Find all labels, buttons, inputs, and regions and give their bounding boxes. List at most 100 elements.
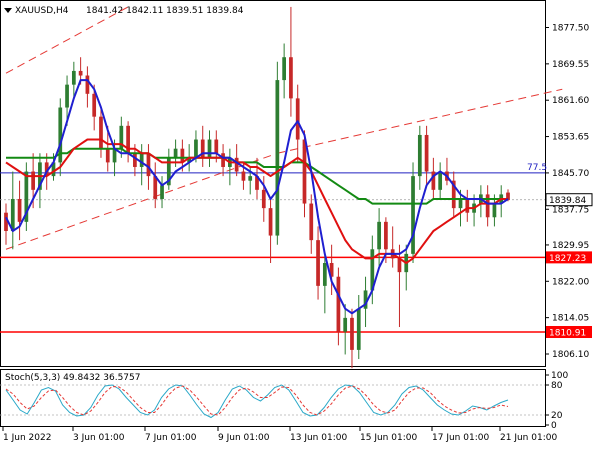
price-tick-label: 1822.00 [552,277,589,287]
channel-lower-line [5,152,278,250]
candle-body [275,80,280,236]
candle-body [397,258,402,273]
candle-body [166,157,171,186]
candle-body [377,221,381,250]
candle-body [485,194,490,218]
candle-body [133,153,137,167]
candle-body [417,134,422,177]
candle-body [322,263,327,286]
level-tag-1-box [546,251,592,264]
candle-body [58,107,63,163]
candle-body [465,198,470,213]
candle-body [492,203,497,218]
stoch-signal-line [5,385,509,416]
symbol-label: XAUUSD,H4 [15,6,69,16]
candle-body [71,70,76,85]
candle-body [112,148,117,163]
last-price-tag-box [545,193,593,207]
price-tick-label: 1837.75 [552,205,589,215]
candle-body [105,148,110,163]
candle-body [241,171,246,181]
level-tag-2-label: 1810.91 [549,329,586,339]
candle-body [431,171,436,190]
price-tick-label: 1853.65 [552,133,589,143]
level-tag-1-label: 1827.23 [549,254,586,264]
price-tick-label: 1861.60 [552,96,589,106]
candle-body [302,139,307,204]
candle-body [261,189,266,209]
candle-body [65,84,69,108]
time-tick-label: 7 Jun 01:00 [145,433,197,443]
candle-body [51,162,56,177]
price-tick-label: 1829.95 [552,241,589,251]
stoch-tick-label: 100 [551,371,568,381]
candle-body [31,171,36,190]
candle-body [370,249,375,291]
candle-body [187,157,192,163]
time-tick-label: 1 Jun 2022 [3,433,51,443]
candle-body [194,139,198,158]
candle-body [424,134,429,172]
candle-body [153,176,158,199]
time-axis: 1 Jun 2022 3 Jun 01:00 7 Jun 01:00 9 Jun 01… [2,427,557,443]
ohlc-label: 1841.42 1842.11 1839.51 1839.84 [86,6,244,16]
candle-body [99,116,103,149]
candle-body [24,171,29,222]
stoch-layer [0,384,545,419]
candle-body [343,317,348,332]
candle-body [214,139,219,154]
candle-body [356,308,361,350]
candle-body [119,125,124,149]
time-tick-label: 15 Jun 01:00 [360,433,417,443]
candle-body [255,176,259,190]
candle-body [4,212,8,231]
candle-body [384,221,388,250]
candle-body [10,198,15,231]
candle-body [350,317,354,350]
candle-body [295,98,300,140]
stoch-panel-frame [0,369,546,427]
candle-body [458,198,463,209]
stoch-main-line [5,384,509,419]
main-chart-frame [0,0,546,367]
candle-body [234,157,239,172]
candle-body [180,148,185,163]
channel-upper-line-2 [277,88,563,154]
price-tick-label: 1845.70 [552,169,589,179]
candle-body [126,125,130,154]
time-tick-label: 3 Jun 01:00 [73,433,125,443]
price-axis: 1877.50 1869.55 1861.60 1853.65 1845.70 1837.… [545,24,593,431]
stoch-tick-label: 0 [551,421,557,431]
candle-body [336,276,341,332]
stoch-tick-label: 20 [551,411,563,421]
candle-body [451,180,456,209]
candle-body [438,171,443,190]
price-tick-label: 1806.10 [552,350,589,360]
candle-body [17,198,22,222]
candle-body [85,75,90,94]
channel-upper-line [5,6,129,74]
chevron-down-icon[interactable] [4,8,12,13]
time-tick-label: 9 Jun 01:00 [218,433,270,443]
price-tick-label: 1877.50 [552,24,589,34]
candle-body [411,176,415,254]
candle-body [207,139,212,158]
candle-body [289,57,293,99]
candle-body [329,263,334,277]
plot-layer: 77.5 [0,6,563,369]
candle-body [173,148,178,158]
ma-mid-line [5,138,508,264]
candle-body [282,57,287,81]
time-tick-label: 21 Jun 01:00 [500,433,557,443]
ma-slow-line [6,147,508,205]
candle-body [506,192,510,200]
level-tag-2-box [546,326,592,339]
stoch-tick-label: 80 [551,381,563,391]
candle-body [78,70,83,76]
candle-body [44,162,49,177]
time-tick-label: 17 Jun 01:00 [432,433,489,443]
fib-level-label: 77.5 [527,163,547,173]
candle-body [268,208,273,236]
stoch-label: Stoch(5,3,3) 49.8432 36.5757 [5,373,140,383]
